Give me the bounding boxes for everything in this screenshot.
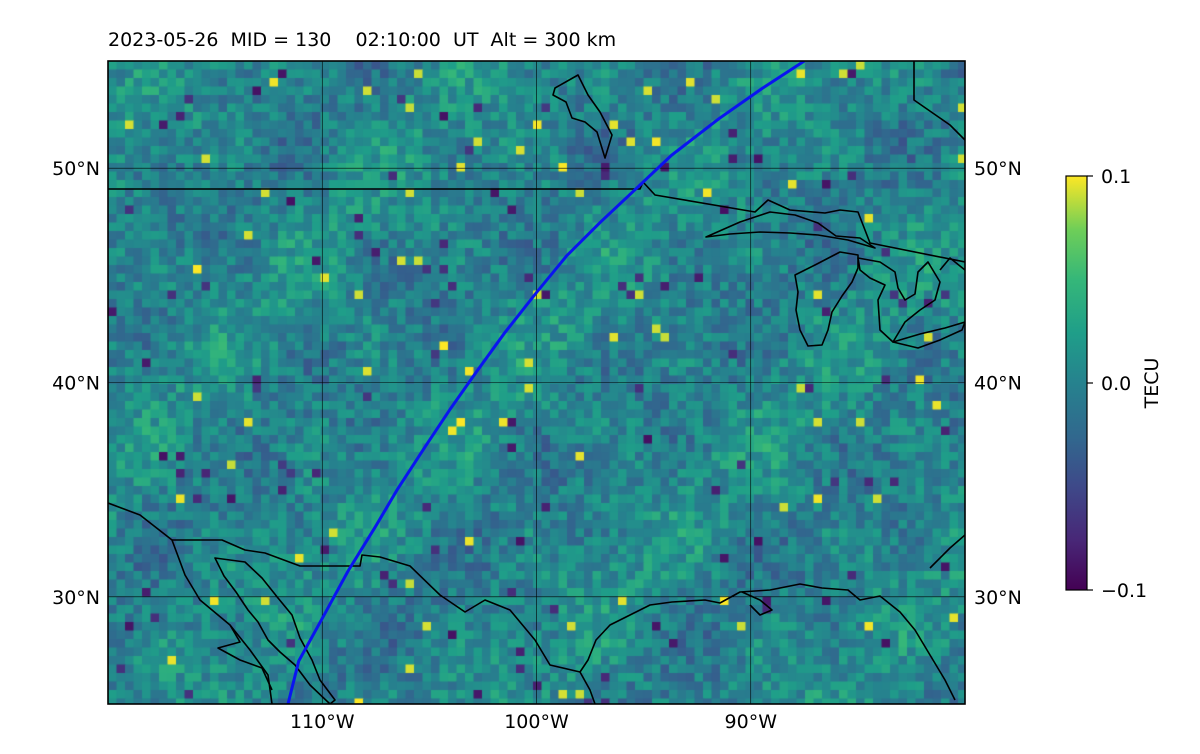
gulf-coast — [579, 583, 956, 701]
lake-michigan — [794, 251, 859, 347]
longitude-tick-label: 100°W — [504, 711, 569, 733]
latitude-tick-label: 50°N — [52, 158, 100, 180]
colorbar-tick-label: 0.1 — [1101, 166, 1131, 188]
colorbar-label: TECU — [1141, 357, 1163, 409]
lake-huron — [857, 257, 941, 343]
latitude-tick-label: 50°N — [974, 158, 1022, 180]
map-frame — [107, 60, 966, 705]
mexico-gulf-coast — [579, 671, 596, 704]
longitude-tick-label: 90°W — [725, 711, 778, 733]
map-title: 2023-05-26 MID = 130 02:10:00 UT Alt = 3… — [108, 29, 617, 51]
latitude-ticks: 50°N 50°N 40°N 40°N 30°N 30°N — [52, 158, 1022, 609]
map-plot-area — [108, 61, 965, 704]
latitude-tick-label: 30°N — [52, 587, 100, 609]
hudson-bay-coast — [552, 74, 613, 159]
colorbar-ticks: 0.1 0.0 −0.1 — [1087, 166, 1147, 602]
hudson-bay-east-coast — [913, 61, 965, 141]
lake-ontario-edge — [939, 257, 965, 271]
satellite-track — [286, 61, 806, 704]
longitude-tick-label: 110°W — [290, 711, 355, 733]
florida-atlantic-coast — [929, 534, 965, 569]
coastlines — [108, 61, 965, 704]
colorbar: 0.1 0.0 −0.1 — [1065, 166, 1147, 602]
colorbar-tick-label: 0.0 — [1101, 373, 1131, 395]
baja-california — [214, 557, 336, 704]
lake-erie — [892, 321, 965, 349]
longitude-ticks: 110°W 100°W 90°W — [290, 711, 777, 733]
latitude-tick-label: 30°N — [974, 587, 1022, 609]
colorbar-gradient — [1065, 175, 1088, 591]
gulf-of-california-coast — [217, 624, 273, 691]
latitude-tick-label: 40°N — [52, 373, 100, 395]
colorbar-tick-label: −0.1 — [1101, 580, 1147, 602]
pacific-coast-mexico — [108, 502, 273, 704]
graticule — [108, 61, 965, 704]
us-mexico-border — [172, 539, 581, 673]
latitude-tick-label: 40°N — [974, 373, 1022, 395]
lake-superior — [705, 211, 876, 249]
mississippi-delta — [741, 591, 773, 616]
